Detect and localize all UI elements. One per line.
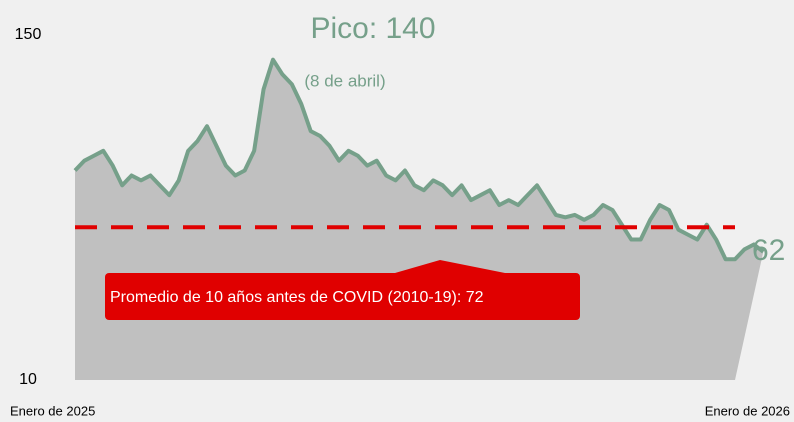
callout-pointer	[395, 260, 505, 273]
average-label: Promedio de 10 años antes de COVID (2010…	[110, 289, 484, 306]
line	[73, 57, 765, 262]
y-tick-label: 10	[19, 371, 37, 388]
x-tick-label: Enero de 2025	[10, 403, 95, 418]
y-tick-label: 150	[15, 26, 42, 43]
peak-annotation: Pico: 140	[310, 12, 435, 45]
end-value-label: 62	[752, 234, 785, 267]
callout-box	[105, 273, 580, 320]
peak-date: (8 de abril)	[304, 71, 385, 90]
x-tick-label: Enero de 2026	[705, 403, 790, 418]
